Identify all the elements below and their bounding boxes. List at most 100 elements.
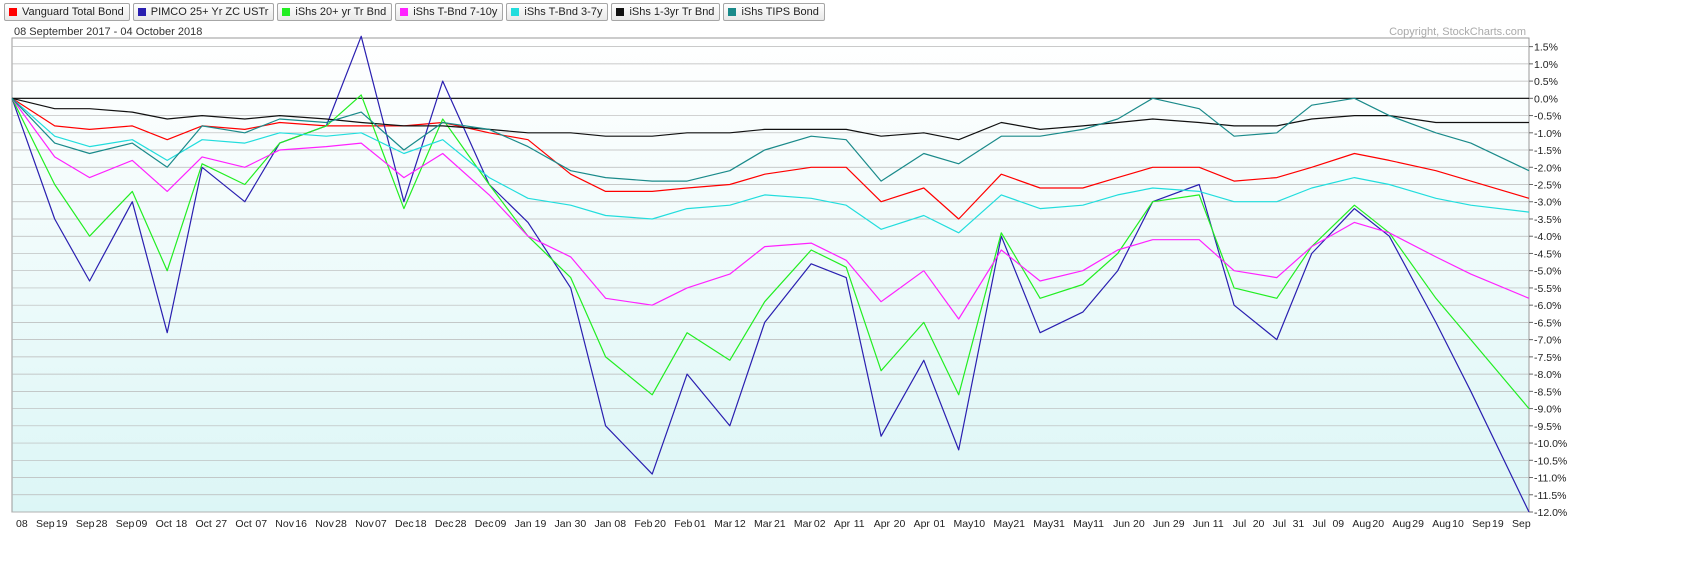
legend-item-ishs-20-yr[interactable]: iShs 20+ yr Tr Bnd <box>277 3 393 21</box>
x-tick-label: 19 <box>1492 518 1504 530</box>
x-tick-label: 09 <box>495 518 507 530</box>
legend-label: iShs 1-3yr Tr Bnd <box>629 6 715 18</box>
legend-label: Vanguard Total Bond <box>22 6 124 18</box>
x-tick-label: 02 <box>814 518 826 530</box>
x-tick-label: 31 <box>1053 518 1065 530</box>
y-tick-label: -4.5% <box>1534 248 1561 260</box>
x-tick-label: 18 <box>415 518 427 530</box>
x-tick-label: 11 <box>854 518 865 530</box>
x-tick-label: Aug <box>1352 518 1371 530</box>
date-range-label: 08 September 2017 - 04 October 2018 <box>14 26 202 38</box>
legend-swatch <box>137 8 146 16</box>
y-tick-label: -7.0% <box>1534 335 1561 347</box>
x-tick-label: 12 <box>734 518 746 530</box>
x-tick-label: Sep <box>116 518 135 530</box>
y-tick-label: -6.0% <box>1534 300 1561 312</box>
x-tick-label: Mar <box>714 518 733 530</box>
x-tick-label: Jun <box>1153 518 1170 530</box>
y-tick-label: 0.5% <box>1534 76 1558 88</box>
series-line-pimco-25-yr-zc-ustr <box>11 35 1530 513</box>
x-tick-label: 28 <box>335 518 347 530</box>
x-tick-label: Dec <box>395 518 414 530</box>
y-tick-label: -9.0% <box>1534 404 1561 416</box>
x-tick-label: Dec <box>475 518 494 530</box>
x-tick-label: Jul <box>1233 518 1246 530</box>
y-tick-label: -9.5% <box>1534 421 1561 433</box>
x-tick-label: 20 <box>1133 518 1145 530</box>
y-tick-label: -10.0% <box>1534 438 1567 450</box>
x-tick-label: Mar <box>754 518 773 530</box>
x-tick-label: 18 <box>176 518 188 530</box>
y-tick-label: -6.5% <box>1534 317 1561 329</box>
x-tick-label: Oct <box>235 518 251 530</box>
x-tick-label: Sep <box>1472 518 1491 530</box>
y-tick-label: 1.5% <box>1534 42 1558 54</box>
copyright-label: Copyright, StockCharts.com <box>1389 26 1526 38</box>
y-axis: 1.5% 1.0% 0.5% 0.0% -0.5% -1.0% -1.5% -2.0% -2.5… <box>1529 42 1567 519</box>
y-tick-label: -11.5% <box>1534 490 1567 502</box>
x-tick-label: Sep <box>1512 518 1531 530</box>
x-tick-label: 28 <box>455 518 467 530</box>
x-tick-label: Apr <box>914 518 931 530</box>
x-tick-label: 20 <box>654 518 666 530</box>
series-line-vanguard-total-bond <box>11 97 1530 220</box>
x-tick-label: Sep <box>76 518 95 530</box>
x-tick-label: 08 <box>16 518 28 530</box>
legend-label: iShs TIPS Bond <box>741 6 819 18</box>
series-line-ishs-20-yr-tr-bnd <box>11 94 1530 409</box>
y-tick-label: -8.5% <box>1534 386 1561 398</box>
x-tick-label: Jan <box>594 518 611 530</box>
legend-swatch <box>282 8 291 16</box>
y-tick-label: -0.5% <box>1534 111 1561 123</box>
y-tick-label: -2.0% <box>1534 162 1561 174</box>
x-tick-label: 16 <box>295 518 307 530</box>
legend-item-ishs-tips[interactable]: iShs TIPS Bond <box>723 3 825 21</box>
x-tick-label: Sep <box>36 518 55 530</box>
x-tick-label: Jun <box>1113 518 1130 530</box>
y-tick-label: -1.5% <box>1534 145 1561 157</box>
x-axis: 08 Sep 19 Sep 28 Sep 09 Oct 18 Oct 27 Oct 07 Nov 16 Nov… <box>16 518 1531 530</box>
x-tick-label: 21 <box>774 518 786 530</box>
y-tick-label: -3.5% <box>1534 214 1561 226</box>
legend-item-pimco-25-yr[interactable]: PIMCO 25+ Yr ZC USTr <box>132 3 275 21</box>
x-tick-label: Jul <box>1313 518 1326 530</box>
x-tick-label: 01 <box>694 518 706 530</box>
legend-swatch <box>511 8 520 16</box>
series-line-ishs-tips-bond <box>11 97 1530 182</box>
x-tick-label: 19 <box>56 518 68 530</box>
series-line-ishs-t-bnd-3-7y <box>11 97 1530 234</box>
x-tick-label: Aug <box>1392 518 1411 530</box>
x-tick-label: Mar <box>794 518 813 530</box>
legend-item-vanguard-total-bond[interactable]: Vanguard Total Bond <box>4 3 130 21</box>
x-tick-label: May <box>993 518 1014 530</box>
plot-area <box>11 37 1530 513</box>
series-line-ishs-1-3yr-tr-bnd <box>11 97 1529 141</box>
x-tick-label: 09 <box>1332 518 1344 530</box>
x-tick-label: Nov <box>315 518 334 530</box>
x-tick-label: Apr <box>834 518 851 530</box>
y-tick-label: 1.0% <box>1534 59 1558 71</box>
x-tick-label: 19 <box>535 518 547 530</box>
x-tick-label: 08 <box>614 518 626 530</box>
x-tick-label: 29 <box>1173 518 1185 530</box>
x-tick-label: Oct <box>196 518 212 530</box>
x-tick-label: Feb <box>674 518 692 530</box>
x-tick-label: 11 <box>1213 518 1224 530</box>
legend-item-ishs-1-3yr[interactable]: iShs 1-3yr Tr Bnd <box>611 3 721 21</box>
x-tick-label: 10 <box>973 518 985 530</box>
x-tick-label: Jan <box>515 518 532 530</box>
x-tick-label: Jul <box>1273 518 1286 530</box>
legend-swatch <box>616 8 625 16</box>
y-tick-label: -11.0% <box>1534 473 1567 485</box>
x-tick-label: Apr <box>874 518 891 530</box>
x-tick-label: 10 <box>1452 518 1464 530</box>
y-tick-label: -8.0% <box>1534 369 1561 381</box>
legend-item-ishs-7-10y[interactable]: iShs T-Bnd 7-10y <box>395 3 504 21</box>
legend: Vanguard Total Bond PIMCO 25+ Yr ZC USTr… <box>4 3 825 23</box>
legend-item-ishs-3-7y[interactable]: iShs T-Bnd 3-7y <box>506 3 609 21</box>
x-tick-label: 21 <box>1013 518 1025 530</box>
x-tick-label: Nov <box>355 518 374 530</box>
legend-label: iShs 20+ yr Tr Bnd <box>295 6 387 18</box>
y-tick-label: 0.0% <box>1534 93 1558 105</box>
